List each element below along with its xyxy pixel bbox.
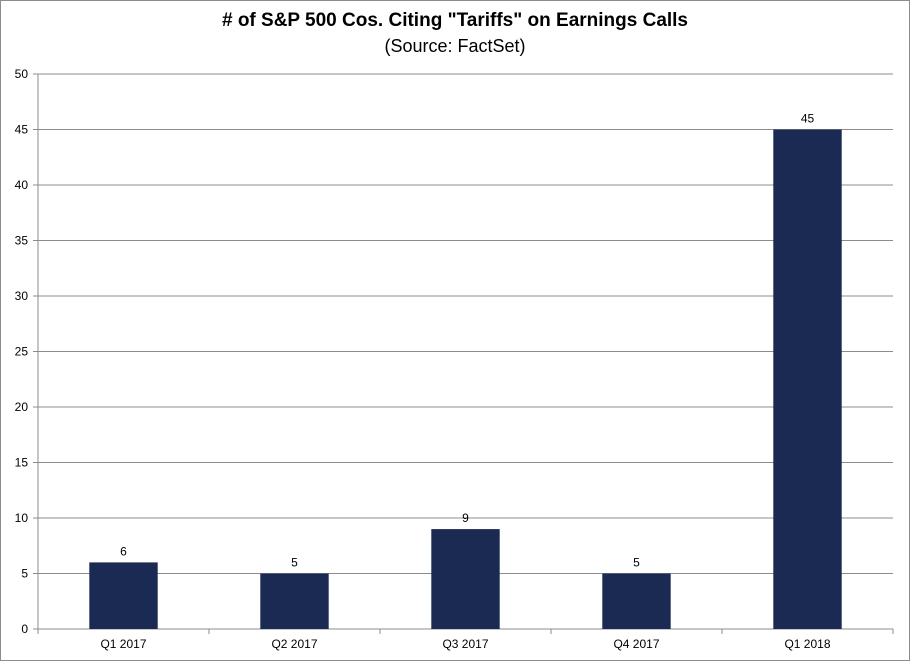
chart-subtitle: (Source: FactSet) bbox=[384, 36, 526, 56]
data-label: 5 bbox=[291, 556, 298, 570]
y-tick-label: 40 bbox=[15, 178, 29, 192]
x-tick-label: Q1 2017 bbox=[100, 637, 146, 651]
x-tick-label: Q3 2017 bbox=[442, 637, 488, 651]
y-tick-label: 30 bbox=[15, 289, 29, 303]
y-tick-label: 5 bbox=[21, 567, 28, 581]
x-tick-label: Q2 2017 bbox=[271, 637, 317, 651]
bar bbox=[602, 573, 671, 629]
y-tick-label: 35 bbox=[15, 234, 29, 248]
y-tick-label: 20 bbox=[15, 400, 29, 414]
y-tick-label: 45 bbox=[15, 123, 29, 137]
data-label: 45 bbox=[801, 112, 815, 126]
data-label: 5 bbox=[633, 556, 640, 570]
data-label: 6 bbox=[120, 544, 127, 558]
x-tick-label: Q4 2017 bbox=[613, 637, 659, 651]
data-label: 9 bbox=[462, 511, 469, 525]
bar bbox=[773, 129, 842, 629]
y-tick-label: 25 bbox=[15, 345, 29, 359]
chart-title: # of S&P 500 Cos. Citing "Tariffs" on Ea… bbox=[221, 10, 689, 31]
bar bbox=[260, 573, 329, 629]
bar bbox=[89, 562, 158, 629]
y-tick-label: 50 bbox=[15, 67, 29, 81]
y-tick-label: 10 bbox=[15, 511, 29, 525]
bar bbox=[431, 529, 500, 629]
x-tick-label: Q1 2018 bbox=[784, 637, 830, 651]
y-tick-label: 15 bbox=[15, 456, 29, 470]
y-tick-label: 0 bbox=[21, 622, 28, 636]
